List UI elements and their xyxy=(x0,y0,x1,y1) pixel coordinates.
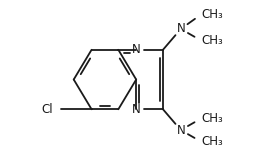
Text: N: N xyxy=(132,103,141,116)
Text: N: N xyxy=(132,43,141,56)
Text: CH₃: CH₃ xyxy=(202,8,224,21)
Text: Cl: Cl xyxy=(41,103,53,116)
Text: CH₃: CH₃ xyxy=(202,34,224,47)
Text: CH₃: CH₃ xyxy=(202,135,224,148)
Text: N: N xyxy=(176,124,185,137)
Text: N: N xyxy=(176,22,185,35)
Text: CH₃: CH₃ xyxy=(202,112,224,125)
